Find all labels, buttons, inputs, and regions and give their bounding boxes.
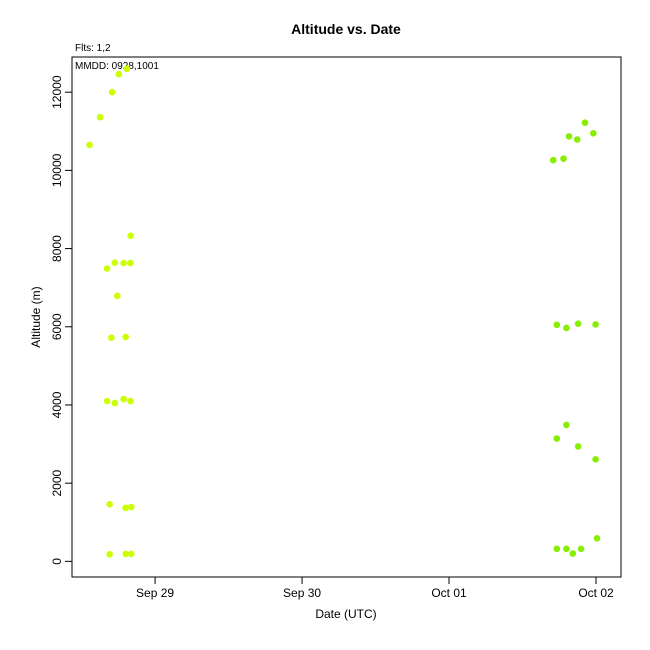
data-point — [103, 265, 111, 272]
data-point — [563, 421, 570, 429]
data-point — [581, 119, 589, 126]
y-tick-label: 2000 — [50, 469, 64, 496]
y-tick-label: 10000 — [50, 153, 64, 187]
data-point — [103, 397, 111, 405]
data-point — [122, 504, 129, 512]
y-tick-label: 8000 — [50, 235, 64, 262]
data-point — [553, 321, 561, 329]
y-tick-label: 4000 — [50, 391, 64, 418]
data-point — [115, 70, 123, 78]
x-tick-label: Oct 01 — [431, 586, 467, 600]
data-point — [120, 395, 127, 403]
data-point — [96, 113, 104, 121]
x-tick-label: Sep 30 — [283, 586, 321, 600]
data-point — [127, 397, 134, 405]
data-point — [127, 550, 135, 558]
data-point — [111, 399, 119, 407]
data-point — [569, 550, 577, 557]
y-axis: 0 2000 4000 6000 8000 10000 12000 — [50, 75, 72, 565]
y-tick-label: 12000 — [50, 75, 64, 109]
flights-annotation: Flts: 1,2 — [75, 43, 111, 54]
data-point — [111, 259, 119, 266]
x-axis-label: Date (UTC) — [315, 607, 376, 621]
data-point — [86, 141, 93, 149]
data-point — [549, 156, 557, 164]
data-point — [560, 155, 567, 162]
y-axis-label: Altitude (m) — [29, 286, 43, 347]
plot-frame — [71, 56, 622, 578]
data-point — [577, 545, 585, 553]
data-point — [127, 259, 134, 267]
data-point — [553, 545, 561, 553]
x-tick-label: Sep 29 — [136, 586, 174, 600]
x-tick-label: Oct 02 — [578, 586, 614, 600]
data-point — [593, 534, 601, 542]
x-axis: Sep 29 Sep 30 Oct 01 Oct 02 — [136, 577, 614, 600]
data-point — [590, 129, 597, 137]
data-point — [553, 435, 561, 442]
data-point — [114, 292, 121, 300]
data-point — [106, 551, 113, 558]
data-points — [86, 65, 601, 558]
data-point — [122, 550, 129, 558]
data-point — [592, 321, 599, 328]
y-tick-label: 0 — [50, 558, 64, 565]
data-point — [563, 545, 570, 553]
y-tick-label: 6000 — [50, 313, 64, 340]
data-point — [565, 133, 573, 140]
data-point — [122, 333, 129, 341]
data-point — [120, 259, 127, 267]
dates-annotation: MMDD: 0928,1001 — [75, 61, 159, 72]
chart-title: Altitude vs. Date — [291, 21, 401, 37]
data-point — [123, 65, 131, 73]
data-point — [108, 334, 115, 342]
data-point — [106, 500, 113, 508]
data-point — [127, 232, 134, 239]
data-point — [573, 136, 581, 143]
data-point — [108, 88, 116, 96]
data-point — [574, 320, 582, 327]
data-point — [127, 503, 135, 511]
data-point — [592, 456, 599, 463]
data-point — [574, 443, 582, 450]
data-point — [563, 324, 570, 332]
